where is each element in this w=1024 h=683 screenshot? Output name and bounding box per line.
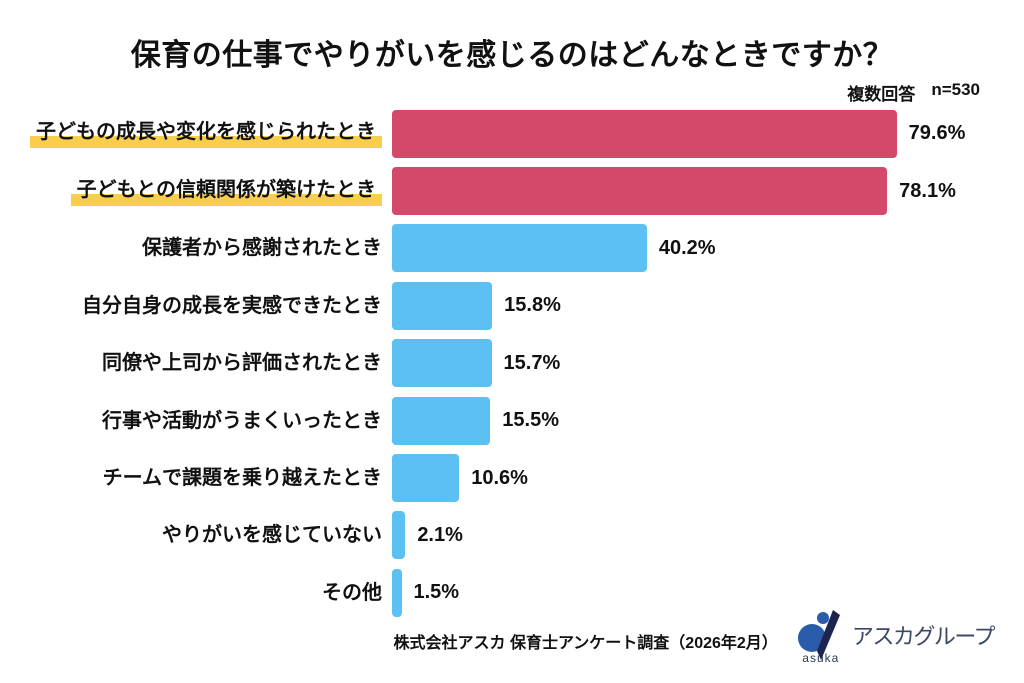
source-text: 株式会社アスカ 保育士アンケート調査（2026年2月）	[393, 635, 778, 652]
value-label: 40.2%	[658, 236, 716, 259]
asuka-logo: asuka アスカグループ	[794, 610, 996, 668]
survey-sample-size: n=530	[931, 80, 980, 99]
bar	[392, 511, 406, 560]
logo-wordmark-en: asuka	[802, 651, 840, 665]
chart-row: やりがいを感じていない 2.1%	[30, 507, 1024, 564]
value-label: 15.5%	[502, 409, 559, 432]
category-label: 保護者から感謝されたとき	[142, 237, 382, 260]
footer: 株式会社アスカ 保育士アンケート調査（2026年2月） asuka アスカグルー…	[393, 608, 996, 670]
category-label: その他	[322, 581, 382, 604]
value-label: 78.1%	[899, 179, 956, 202]
value-label: 15.7%	[503, 351, 561, 374]
chart-row: 子どもの成長や変化を感じられたとき 79.6%	[30, 105, 1024, 162]
bar	[392, 568, 402, 617]
bar	[392, 454, 460, 503]
chart-row: その他 1.5%	[30, 564, 1024, 621]
chart-row: 自分自身の成長を実感できたとき 15.8%	[30, 277, 1024, 334]
survey-note: 複数回答 n=530	[847, 80, 980, 105]
category-label: 自分自身の成長を実感できたとき	[82, 294, 382, 317]
chart-title: 保育の仕事でやりがいを感じるのはどんなときですか？	[130, 39, 894, 72]
category-label: 行事や活動がうまくいったとき	[102, 409, 382, 432]
chart-row: 保護者から感謝されたとき 40.2%	[30, 220, 1024, 277]
category-label: 子どもとの信頼関係が築けたとき	[70, 176, 382, 206]
survey-answer-type: 複数回答	[847, 85, 916, 104]
bar	[392, 167, 888, 216]
value-label: 1.5%	[413, 581, 460, 604]
chart-row: 行事や活動がうまくいったとき 15.5%	[30, 392, 1024, 449]
asuka-logo-icon	[797, 610, 840, 660]
value-label: 79.6%	[908, 122, 966, 145]
bar-chart: 子どもの成長や変化を感じられたとき 79.6% 子どもとの信頼関係が築けたとき …	[30, 105, 1024, 622]
logo-wordmark-jp: アスカグループ	[851, 624, 996, 649]
value-label: 2.1%	[417, 523, 463, 546]
bar	[392, 281, 493, 330]
chart-row: 子どもとの信頼関係が築けたとき 78.1%	[30, 162, 1024, 219]
category-label: チームで課題を乗り越えたとき	[102, 467, 382, 490]
bar	[392, 109, 897, 158]
bar	[392, 224, 647, 273]
bar	[392, 396, 491, 445]
chart-row: 同僚や上司から評価されたとき 15.7%	[30, 335, 1024, 392]
category-label: 子どもの成長や変化を感じられたとき	[30, 119, 382, 149]
category-label: やりがいを感じていない	[162, 524, 382, 547]
value-label: 10.6%	[471, 466, 528, 489]
category-label: 同僚や上司から評価されたとき	[102, 352, 382, 375]
value-label: 15.8%	[504, 294, 561, 317]
chart-row: チームで課題を乗り越えたとき 10.6%	[30, 449, 1024, 506]
bar	[392, 339, 492, 388]
